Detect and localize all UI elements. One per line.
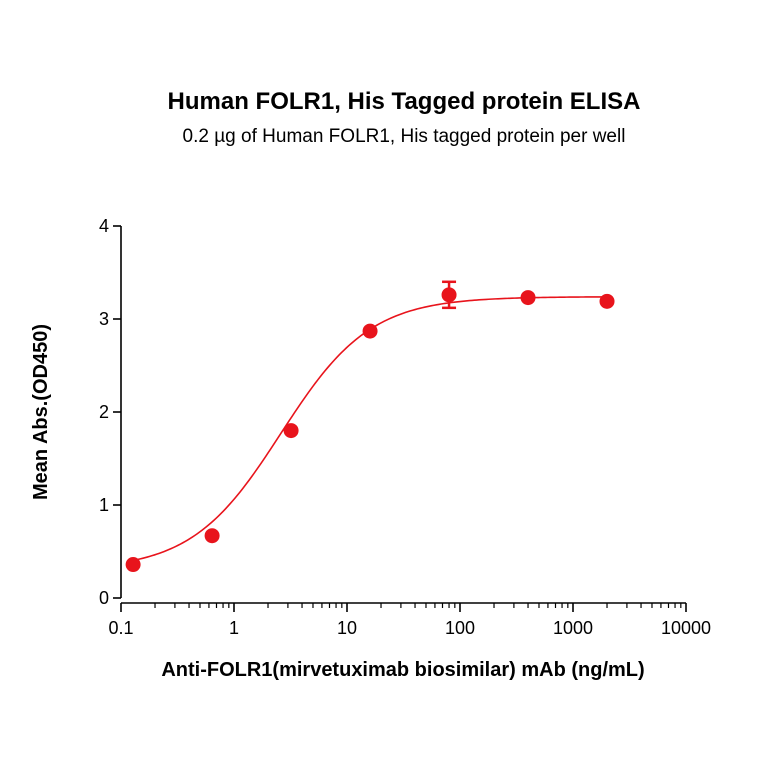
- y-tick-label: 3: [99, 309, 109, 329]
- chart-subtitle: 0.2 µg of Human FOLR1, His tagged protei…: [183, 126, 626, 147]
- x-tick-label: 10: [337, 618, 357, 638]
- x-tick-label: 1: [229, 618, 239, 638]
- y-tick-label: 0: [99, 588, 109, 608]
- data-point: [441, 287, 457, 303]
- y-axis-label: Mean Abs.(OD450): [30, 324, 52, 500]
- x-axis: 0.1 1 10 100 1000 10000: [108, 602, 711, 638]
- data-point: [283, 423, 299, 439]
- y-tick-label: 4: [99, 216, 109, 236]
- x-tick-label: 10000: [661, 618, 711, 638]
- data-point: [520, 290, 536, 306]
- x-tick-label: 0.1: [108, 618, 133, 638]
- x-axis-label: Anti-FOLR1(mirvetuximab biosimilar) mAb …: [161, 659, 644, 681]
- data-points-layer: [125, 280, 615, 573]
- data-point: [599, 293, 615, 309]
- y-tick-label: 2: [99, 402, 109, 422]
- data-point: [125, 557, 141, 573]
- y-axis: 0 1 2 3 4: [99, 216, 122, 608]
- x-tick-label: 100: [445, 618, 475, 638]
- y-tick-label: 1: [99, 495, 109, 515]
- x-tick-label: 1000: [553, 618, 593, 638]
- chart-title: Human FOLR1, His Tagged protein ELISA: [168, 88, 641, 115]
- data-point: [362, 323, 378, 339]
- data-point: [204, 528, 220, 544]
